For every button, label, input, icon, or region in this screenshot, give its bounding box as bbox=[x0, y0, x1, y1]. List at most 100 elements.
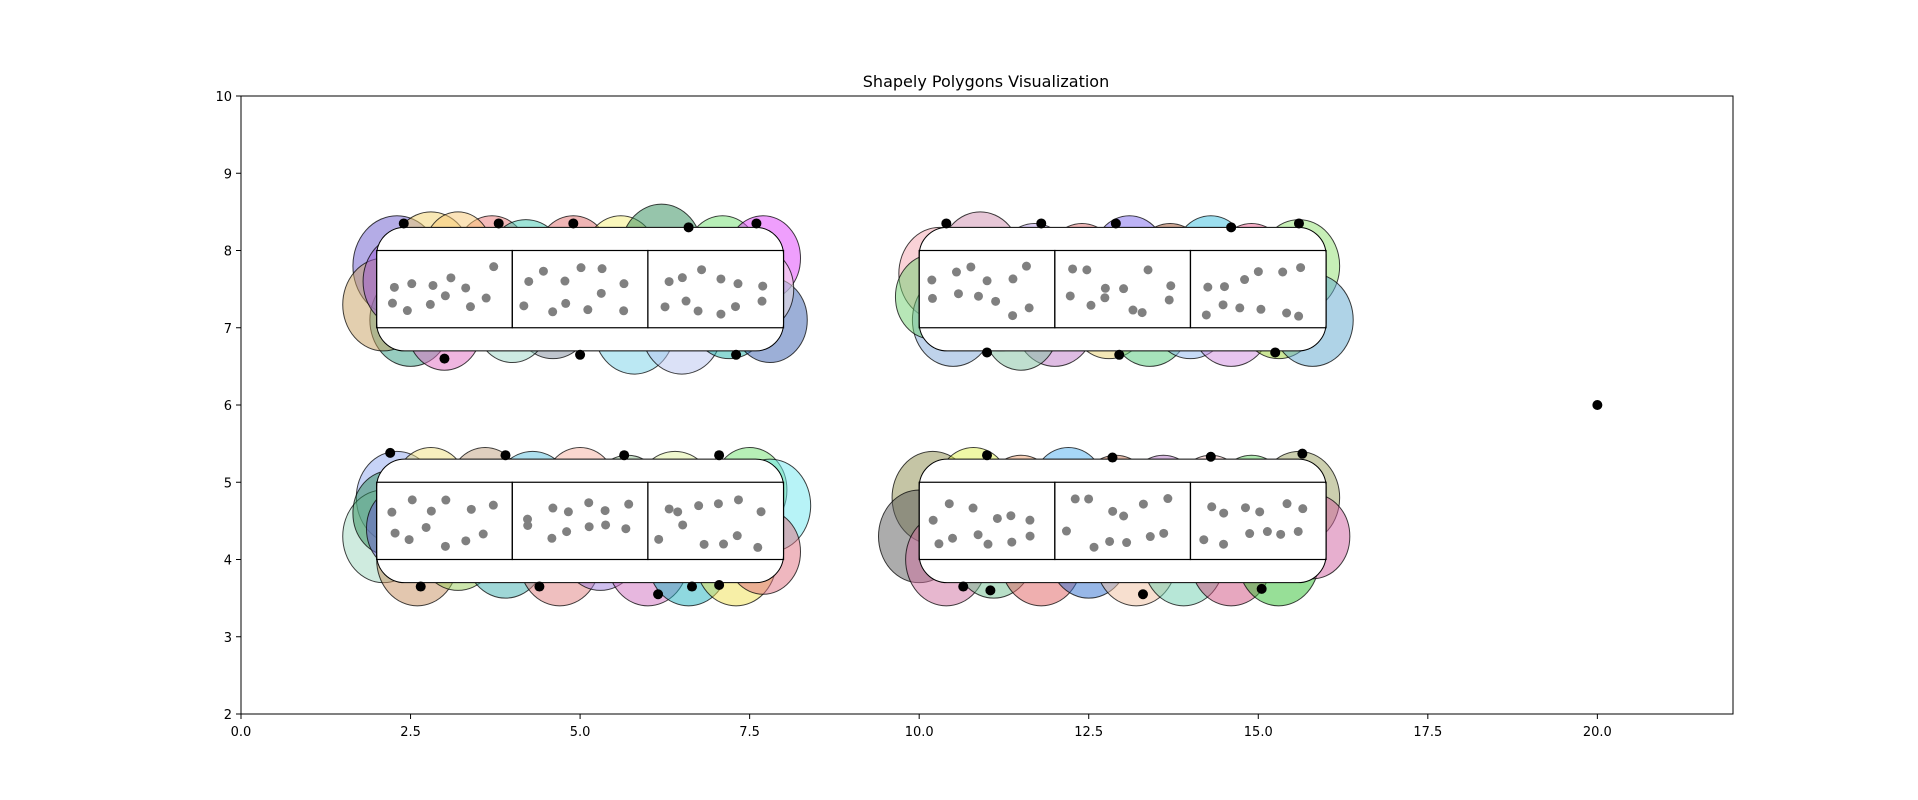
inner-dot bbox=[1276, 529, 1286, 539]
inner-dot bbox=[733, 279, 743, 289]
inner-dot bbox=[1105, 536, 1115, 546]
cell-box bbox=[647, 481, 785, 561]
data-point bbox=[714, 579, 725, 590]
inner-dot bbox=[428, 280, 438, 290]
inner-dot bbox=[624, 499, 634, 509]
inner-dot bbox=[597, 264, 607, 274]
data-point bbox=[568, 218, 579, 229]
data-point bbox=[751, 218, 762, 229]
inner-dot bbox=[983, 539, 993, 549]
data-point bbox=[686, 581, 697, 592]
data-point bbox=[958, 581, 969, 592]
inner-dot bbox=[1282, 308, 1292, 318]
data-point bbox=[1293, 218, 1304, 229]
data-point bbox=[575, 349, 586, 360]
inner-dot bbox=[968, 503, 978, 513]
inner-dot bbox=[1282, 499, 1292, 509]
inner-dot bbox=[1007, 537, 1017, 547]
inner-dot bbox=[1084, 494, 1094, 504]
inner-dot bbox=[756, 507, 766, 517]
x-tick-label: 2.5 bbox=[400, 725, 421, 740]
inner-dot bbox=[523, 514, 533, 524]
inner-dot bbox=[664, 277, 674, 287]
inner-dot bbox=[387, 298, 397, 308]
inner-dot bbox=[1122, 538, 1132, 548]
inner-dot bbox=[928, 515, 938, 525]
inner-dot bbox=[1119, 284, 1129, 294]
inner-dot bbox=[600, 506, 610, 516]
inner-dot bbox=[1061, 526, 1071, 536]
inner-dot bbox=[678, 520, 688, 530]
buffer-panel bbox=[376, 458, 785, 584]
inner-dot bbox=[730, 302, 740, 312]
x-tick-label: 10.0 bbox=[905, 725, 934, 740]
inner-dot bbox=[927, 275, 937, 285]
inner-dot bbox=[390, 528, 400, 538]
data-point bbox=[1256, 583, 1267, 594]
inner-dot bbox=[519, 301, 529, 311]
y-tick-label: 4 bbox=[224, 554, 232, 569]
inner-dot bbox=[441, 495, 451, 505]
data-point bbox=[982, 347, 992, 358]
inner-dot bbox=[1089, 542, 1099, 552]
inner-dot bbox=[583, 305, 593, 315]
cell-box bbox=[647, 249, 785, 329]
inner-dot bbox=[716, 274, 726, 284]
data-point bbox=[534, 581, 545, 592]
inner-dot bbox=[488, 500, 498, 510]
cell-box bbox=[1189, 249, 1327, 329]
inner-dot bbox=[1137, 308, 1147, 318]
inner-dot bbox=[461, 283, 471, 293]
inner-dot bbox=[621, 524, 631, 534]
data-point bbox=[619, 450, 630, 461]
inner-dot bbox=[991, 296, 1001, 306]
inner-dot bbox=[421, 522, 431, 532]
inner-dot bbox=[1108, 506, 1118, 516]
data-point bbox=[398, 218, 409, 229]
inner-dot bbox=[1240, 503, 1250, 513]
inner-dot bbox=[733, 495, 743, 505]
inner-dot bbox=[1086, 300, 1096, 310]
inner-dot bbox=[1128, 305, 1138, 315]
inner-dot bbox=[973, 291, 983, 301]
inner-dot bbox=[1294, 311, 1304, 321]
inner-dot bbox=[992, 513, 1002, 523]
inner-dot bbox=[719, 539, 729, 549]
inner-dot bbox=[389, 282, 399, 292]
inner-dot bbox=[1240, 275, 1250, 285]
x-tick-label: 12.5 bbox=[1074, 725, 1103, 740]
inner-dot bbox=[699, 539, 709, 549]
inner-dot bbox=[757, 296, 767, 306]
inner-dot bbox=[1006, 511, 1016, 521]
y-tick-label: 5 bbox=[224, 476, 232, 491]
x-tick-label: 17.5 bbox=[1413, 725, 1442, 740]
inner-dot bbox=[563, 507, 573, 517]
inner-dot bbox=[601, 520, 611, 530]
data-point bbox=[941, 218, 952, 229]
inner-dot bbox=[1235, 303, 1245, 313]
inner-dot bbox=[1025, 531, 1035, 541]
inner-dot bbox=[1262, 527, 1272, 537]
data-point bbox=[1114, 349, 1125, 360]
inner-dot bbox=[693, 306, 703, 316]
inner-dot bbox=[1298, 504, 1308, 514]
inner-dot bbox=[1100, 293, 1110, 303]
inner-dot bbox=[560, 276, 570, 286]
inner-dot bbox=[673, 507, 683, 517]
inner-dot bbox=[1296, 263, 1306, 273]
inner-dot bbox=[1245, 529, 1255, 539]
x-tick-label: 15.0 bbox=[1244, 725, 1273, 740]
inner-dot bbox=[951, 267, 961, 277]
inner-dot bbox=[664, 504, 674, 514]
data-point bbox=[683, 222, 694, 233]
y-tick-label: 6 bbox=[224, 399, 232, 414]
inner-dot bbox=[481, 293, 491, 303]
inner-dot bbox=[1199, 535, 1209, 545]
inner-dot bbox=[1253, 267, 1263, 277]
inner-dot bbox=[584, 522, 594, 532]
inner-dot bbox=[1145, 532, 1155, 542]
inner-dot bbox=[1143, 265, 1153, 275]
inner-dot bbox=[1219, 539, 1229, 549]
inner-dot bbox=[677, 273, 687, 283]
